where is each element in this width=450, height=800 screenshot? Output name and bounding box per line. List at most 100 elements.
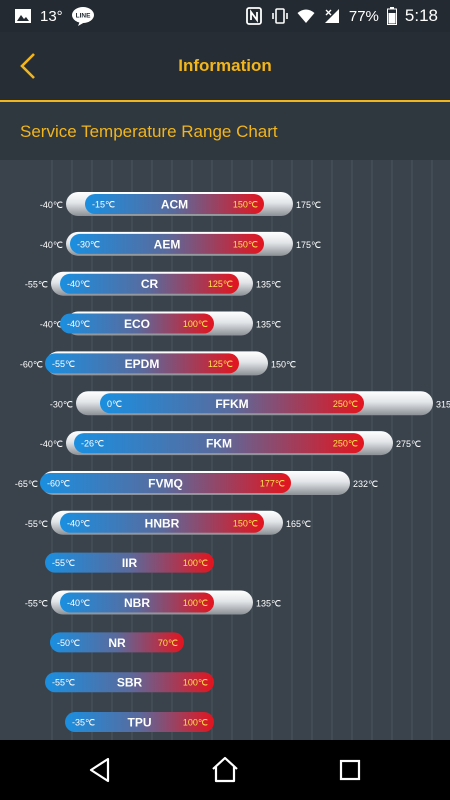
continuous-min-label: -30℃ (77, 239, 100, 249)
continuous-max-label: 125℃ (208, 279, 233, 289)
max-temp-label: 165℃ (286, 519, 311, 529)
battery-icon (386, 7, 397, 25)
max-temp-label: 232℃ (353, 479, 378, 489)
vibrate-icon (272, 8, 288, 24)
section-title: Service Temperature Range Chart (20, 122, 278, 141)
chart-row-epdm[interactable]: -60℃ 150℃ -55℃ 125℃ EPDM (20, 351, 296, 376)
continuous-min-label: -40℃ (67, 279, 90, 289)
min-temp-label: -40℃ (40, 439, 63, 449)
continuous-max-label: 177℃ (260, 478, 285, 488)
min-temp-label: -40℃ (40, 200, 63, 210)
continuous-range-bar (45, 353, 239, 374)
temperature-range-chart[interactable]: -40℃ 175℃ -15℃ 150℃ ACM -40℃ 175℃ -30℃ 150℃ AEM -5… (0, 160, 450, 740)
line-app-icon: LINE (71, 7, 94, 26)
app-bar: Information (0, 32, 450, 102)
continuous-max-label: 150℃ (233, 518, 258, 528)
material-name: FKM (206, 437, 232, 451)
wifi-icon (297, 9, 315, 23)
continuous-min-label: -50℃ (57, 638, 80, 648)
material-name: TPU (128, 716, 152, 730)
max-temp-label: 315℃ (436, 399, 450, 409)
material-name: IIR (122, 556, 138, 570)
material-name: CR (141, 277, 159, 291)
material-name: FFKM (215, 397, 248, 411)
status-left: 13° LINE (14, 6, 95, 26)
chart-row-nr[interactable]: -50℃ 70℃ NR (50, 632, 184, 653)
nav-back-icon[interactable] (84, 754, 116, 786)
continuous-min-label: -40℃ (67, 518, 90, 528)
max-temp-label: 150℃ (271, 359, 296, 369)
continuous-range-bar (65, 712, 214, 733)
continuous-max-label: 100℃ (183, 598, 208, 608)
back-arrow-icon[interactable] (14, 50, 46, 82)
chart-row-ffkm[interactable]: -30℃ 315℃ 0℃ 250℃ FFKM (50, 391, 450, 416)
chart-row-iir[interactable]: -55℃ 100℃ IIR (45, 552, 214, 573)
continuous-min-label: 0℃ (107, 399, 122, 409)
page-title: Information (178, 56, 272, 75)
line-badge-text: LINE (75, 13, 90, 20)
material-name: EPDM (125, 357, 160, 371)
status-time: 5:18 (404, 6, 438, 25)
section-header: Service Temperature Range Chart (0, 102, 450, 160)
material-name: NR (108, 636, 126, 650)
chart-row-cr[interactable]: -55℃ 135℃ -40℃ 125℃ CR (25, 271, 281, 296)
min-temp-label: -60℃ (20, 359, 43, 369)
continuous-min-label: -60℃ (47, 478, 70, 488)
status-temperature: 13° (40, 7, 63, 25)
continuous-min-label: -40℃ (67, 598, 90, 608)
continuous-max-label: 125℃ (208, 359, 233, 369)
chart-row-tpu[interactable]: -35℃ 100℃ TPU (65, 712, 214, 733)
continuous-min-label: -35℃ (72, 718, 95, 728)
continuous-range-bar (45, 672, 214, 693)
min-temp-label: -55℃ (25, 519, 48, 529)
continuous-range-bar (100, 393, 364, 414)
min-temp-label: -40℃ (40, 240, 63, 250)
chart-row-nbr[interactable]: -55℃ 135℃ -40℃ 100℃ NBR (25, 590, 281, 615)
nfc-icon (245, 7, 262, 25)
continuous-min-label: -26℃ (81, 439, 104, 449)
continuous-range-bar (74, 433, 364, 454)
max-temp-label: 175℃ (296, 240, 321, 250)
continuous-min-label: -40℃ (67, 319, 90, 329)
continuous-range-bar (85, 194, 264, 214)
continuous-max-label: 70℃ (158, 638, 178, 648)
chart-row-fvmq[interactable]: -65℃ 232℃ -60℃ 177℃ FVMQ (15, 470, 378, 495)
chart-row-fkm[interactable]: -40℃ 275℃ -26℃ 250℃ FKM (40, 431, 421, 456)
status-right: 77% 5:18 (245, 6, 438, 26)
continuous-min-label: -55℃ (52, 678, 75, 688)
material-name: ECO (124, 317, 150, 331)
nav-home-icon[interactable] (209, 754, 241, 786)
chart-row-acm[interactable]: -40℃ 175℃ -15℃ 150℃ ACM (40, 192, 321, 216)
nav-bar (0, 740, 450, 800)
min-temp-label: -55℃ (25, 599, 48, 609)
status-bar: 13° LINE 77% 5:18 (0, 0, 450, 32)
continuous-min-label: -15℃ (92, 200, 115, 210)
chart-svg: -40℃ 175℃ -15℃ 150℃ ACM -40℃ 175℃ -30℃ 150℃ AEM -5… (15, 160, 450, 740)
continuous-max-label: 100℃ (183, 319, 208, 329)
material-name: SBR (117, 676, 143, 690)
chart-row-aem[interactable]: -40℃ 175℃ -30℃ 150℃ AEM (40, 231, 321, 256)
continuous-range-bar (60, 592, 214, 613)
chart-row-sbr[interactable]: -55℃ 100℃ SBR (45, 672, 214, 693)
continuous-max-label: 150℃ (233, 239, 258, 249)
continuous-max-label: 250℃ (333, 399, 358, 409)
cell-signal-icon (324, 9, 339, 23)
material-name: NBR (124, 596, 150, 610)
continuous-max-label: 100℃ (183, 558, 208, 568)
chart-row-eco[interactable]: -40℃ 135℃ -40℃ 100℃ ECO (40, 311, 281, 336)
max-temp-label: 175℃ (296, 200, 321, 210)
continuous-max-label: 150℃ (233, 200, 258, 210)
continuous-max-label: 100℃ (183, 718, 208, 728)
continuous-range-bar (70, 233, 264, 254)
nav-recents-icon[interactable] (334, 754, 366, 786)
gallery-icon (15, 9, 31, 23)
max-temp-label: 135℃ (256, 599, 281, 609)
chart-row-hnbr[interactable]: -55℃ 165℃ -40℃ 150℃ HNBR (25, 510, 311, 535)
material-name: FVMQ (148, 476, 183, 490)
material-name: ACM (161, 198, 188, 212)
continuous-max-label: 250℃ (333, 439, 358, 449)
continuous-min-label: -55℃ (52, 558, 75, 568)
continuous-max-label: 100℃ (183, 678, 208, 688)
continuous-range-bar (60, 313, 214, 334)
continuous-range-bar (40, 472, 291, 493)
